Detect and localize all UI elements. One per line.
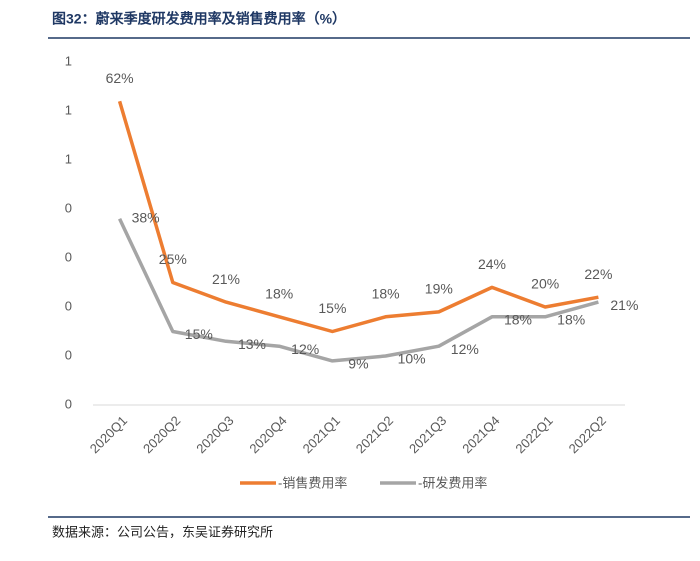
y-tick-label: 1 (65, 151, 72, 166)
x-tick-label: 2020Q2 (140, 413, 183, 456)
data-label: 15% (318, 300, 346, 316)
x-tick-label: 2020Q4 (246, 413, 289, 456)
source: 数据来源：公司公告，东吴证券研究所 (52, 524, 273, 539)
x-tick-label: 2021Q4 (459, 413, 502, 456)
legend-label: -研发费用率 (418, 475, 487, 490)
data-label: 18% (504, 312, 532, 328)
data-label: 9% (348, 356, 368, 372)
series-line (117, 100, 599, 334)
y-tick-label: 0 (65, 249, 72, 264)
data-label: 22% (584, 266, 612, 282)
x-tick-label: 2022Q1 (512, 413, 555, 456)
x-tick-label: 2020Q3 (193, 413, 236, 456)
y-tick-label: 0 (65, 347, 72, 362)
data-label: 25% (159, 251, 187, 267)
data-label: 20% (531, 276, 559, 292)
chart-title: 图32：蔚来季度研发费用率及销售费用率（%） (52, 11, 346, 27)
data-label: 18% (265, 286, 293, 302)
data-label: 15% (185, 326, 213, 342)
data-label: 13% (238, 336, 266, 352)
y-tick-label: 0 (65, 200, 72, 215)
x-tick-label: 2021Q3 (406, 413, 449, 456)
data-label: 19% (425, 281, 453, 297)
data-label: 18% (557, 312, 585, 328)
y-tick-label: 1 (65, 102, 72, 117)
y-tick-label: 1 (65, 53, 72, 68)
y-tick-label: 0 (65, 298, 72, 313)
data-label: 10% (398, 351, 426, 367)
x-tick-label: 2022Q2 (566, 413, 609, 456)
data-label: 12% (451, 341, 479, 357)
x-tick-label: 2021Q1 (300, 413, 343, 456)
data-label: 21% (610, 297, 638, 313)
legend-label: -销售费用率 (278, 475, 347, 490)
data-label: 62% (106, 70, 134, 86)
data-label: 12% (291, 341, 319, 357)
data-label: 21% (212, 271, 240, 287)
data-label: 24% (478, 256, 506, 272)
y-tick-label: 0 (65, 396, 72, 411)
x-tick-label: 2020Q1 (87, 413, 130, 456)
data-label: 18% (372, 286, 400, 302)
data-label: 38% (132, 210, 160, 226)
series-line (118, 218, 599, 363)
x-tick-label: 2021Q2 (353, 413, 396, 456)
